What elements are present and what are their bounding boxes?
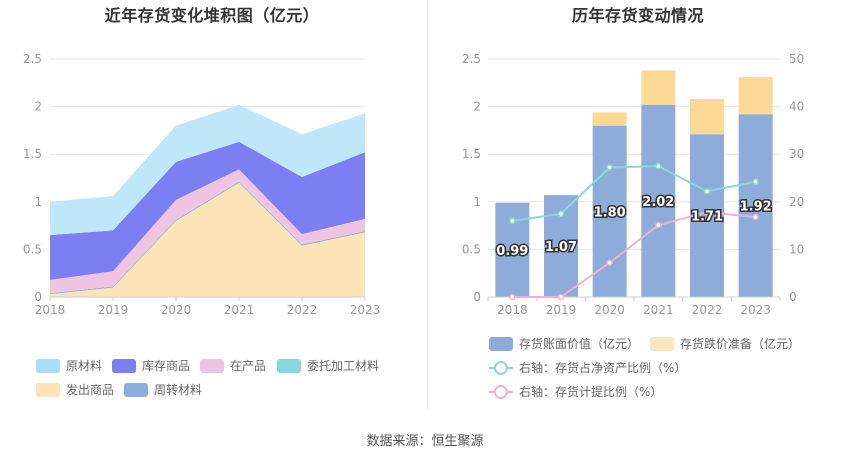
line-point xyxy=(557,293,565,301)
legend-swatch xyxy=(36,358,60,373)
right-y-tick-label: 2.5 xyxy=(462,52,481,66)
left-y-tick-label: 1 xyxy=(34,195,42,209)
legend-swatch xyxy=(124,382,148,397)
line-point xyxy=(655,162,662,170)
left-y-tick-label: 2.5 xyxy=(23,52,42,66)
bar-data-label: 1.92 xyxy=(740,200,772,215)
line-point xyxy=(655,221,662,229)
right-y-tick-label: 1.5 xyxy=(462,147,481,161)
right-y-tick-label: 2 xyxy=(473,100,481,114)
right-x-tick-label: 2018 xyxy=(497,303,528,317)
legend-swatch xyxy=(36,382,60,397)
legend-label: 存货账面价值（亿元） xyxy=(519,337,640,351)
left-x-tick-label: 2019 xyxy=(98,303,129,317)
legend-item[interactable]: 存货账面价值（亿元） xyxy=(489,335,639,352)
line-impairment-ratio xyxy=(512,211,756,298)
area-发出商品 xyxy=(50,182,365,297)
legend-label: 右轴：存货计提比例（%） xyxy=(519,385,663,399)
right-y2-tick-label: 30 xyxy=(789,147,804,161)
legend-label: 委托加工材料 xyxy=(307,359,380,373)
left-x-tick-label: 2023 xyxy=(350,303,381,317)
left-y-tick-label: 0 xyxy=(34,290,42,304)
legend-label: 右轴：存货占净资产比例（%） xyxy=(519,361,687,375)
legend-label: 存货跌价准备（亿元） xyxy=(680,337,801,351)
right-x-tick-label: 2021 xyxy=(643,303,674,317)
legend-label: 周转材料 xyxy=(154,383,203,397)
bar-inventory-value xyxy=(738,114,773,297)
legend-item[interactable]: 右轴：存货占净资产比例（%） xyxy=(489,359,686,376)
left-y-tick-label: 1.5 xyxy=(23,147,42,161)
legend-swatch xyxy=(489,384,513,399)
left-x-tick-label: 2018 xyxy=(35,303,66,317)
bar-data-label: 2.02 xyxy=(642,195,674,210)
right-x-tick-label: 2023 xyxy=(740,303,771,317)
line-point xyxy=(509,293,516,301)
bar-data-label: 1.80 xyxy=(594,205,626,220)
line-point xyxy=(557,210,565,217)
left-chart-title: 近年存货变化堆积图（亿元） xyxy=(104,6,320,25)
legend-item[interactable]: 右轴：存货计提比例（%） xyxy=(489,383,662,400)
left-x-tick-label: 2021 xyxy=(224,303,255,317)
data-source: 数据来源：恒生聚源 xyxy=(366,434,484,449)
right-x-tick-label: 2022 xyxy=(692,303,723,317)
line-point xyxy=(703,188,711,195)
legend-label: 原材料 xyxy=(66,359,103,373)
bar-inventory-value xyxy=(592,125,627,297)
bar-impairment-reserve xyxy=(738,77,773,115)
legend-item[interactable]: 库存商品 xyxy=(112,357,190,374)
bar-impairment-reserve xyxy=(690,98,724,135)
bar-data-label: 0.99 xyxy=(496,244,528,259)
line-point xyxy=(606,164,613,171)
line-point xyxy=(509,217,516,225)
legend-swatch xyxy=(489,360,513,375)
right-y-tick-label: 0.5 xyxy=(462,242,481,256)
left-y-tick-label: 2 xyxy=(34,100,42,114)
bar-inventory-value xyxy=(641,104,676,297)
area-原材料 xyxy=(50,104,365,236)
right-x-tick-label: 2020 xyxy=(594,303,625,317)
panel-divider xyxy=(427,0,428,410)
legend-item[interactable]: 存货跌价准备（亿元） xyxy=(650,335,800,352)
line-point xyxy=(752,178,759,186)
line-point xyxy=(606,259,613,266)
right-y-tick-label: 0 xyxy=(473,290,481,304)
legend-swatch xyxy=(200,358,224,373)
area-在产品 xyxy=(50,169,365,294)
legend-item[interactable]: 委托加工材料 xyxy=(277,357,379,374)
line-inventory-to-net-assets xyxy=(512,165,756,222)
legend-item[interactable]: 周转材料 xyxy=(124,381,202,398)
right-chart-title: 历年存货变动情况 xyxy=(571,6,704,25)
bar-data-label: 1.07 xyxy=(545,240,577,255)
left-x-tick-label: 2022 xyxy=(287,303,318,317)
right-y2-tick-label: 50 xyxy=(789,52,804,66)
line-point xyxy=(703,209,711,216)
bar-impairment-reserve xyxy=(592,112,627,126)
right-y2-tick-label: 40 xyxy=(789,100,804,114)
left-x-tick-label: 2020 xyxy=(161,303,192,317)
bar-data-label: 1.71 xyxy=(691,210,723,225)
legend-swatch xyxy=(112,358,136,373)
bar-impairment-reserve xyxy=(641,70,676,105)
legend-item[interactable]: 在产品 xyxy=(200,357,266,374)
legend-item[interactable]: 发出商品 xyxy=(36,381,114,398)
line-point xyxy=(752,213,759,221)
right-y2-tick-label: 0 xyxy=(789,290,797,304)
right-x-tick-label: 2019 xyxy=(546,303,577,317)
legend-swatch xyxy=(489,336,513,351)
area-库存商品 xyxy=(50,141,365,280)
legend-label: 在产品 xyxy=(230,359,267,373)
legend-swatch xyxy=(277,358,301,373)
legend-swatch xyxy=(650,336,674,351)
legend-label: 库存商品 xyxy=(142,359,191,373)
legend-label: 发出商品 xyxy=(66,383,115,397)
right-y-tick-label: 1 xyxy=(473,195,481,209)
left-y-tick-label: 0.5 xyxy=(23,242,42,256)
right-y2-tick-label: 10 xyxy=(789,242,804,256)
right-y2-tick-label: 20 xyxy=(789,195,804,209)
legend-item[interactable]: 原材料 xyxy=(36,357,102,374)
